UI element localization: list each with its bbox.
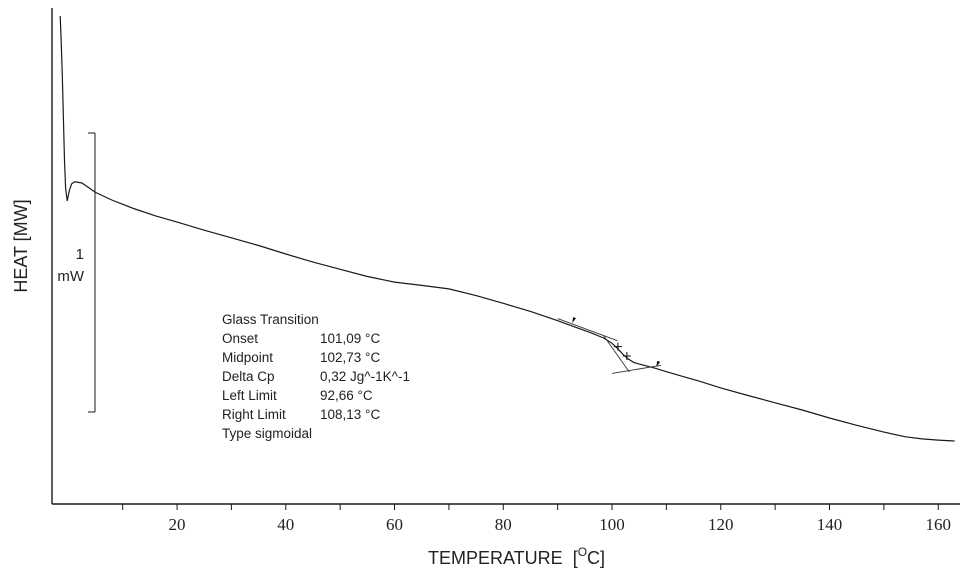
- x-ticks: [122, 504, 939, 510]
- x-axis-label: TEMPERATURE [OC]: [428, 545, 605, 568]
- annotation-row-label: Left Limit: [222, 388, 277, 403]
- annotation-row-label: Right Limit: [222, 407, 286, 422]
- x-tick-label: 160: [926, 515, 952, 534]
- midpoint-marker: [622, 352, 631, 360]
- annotation-box: Glass Transition Onset 101,09 °C Midpoin…: [222, 312, 410, 441]
- annotation-row-value: 101,09 °C: [320, 331, 380, 346]
- annotation-row-label: Onset: [222, 331, 258, 346]
- tangent-lines: [557, 318, 662, 374]
- scale-bar-unit: mW: [57, 268, 84, 285]
- annotation-row-value: 0,32 Jg^-1K^-1: [320, 369, 410, 384]
- x-tick-label: 40: [277, 515, 294, 534]
- annotation-row-value: 108,13 °C: [320, 407, 380, 422]
- x-tick-label: 80: [495, 515, 512, 534]
- x-tick-label: 20: [169, 515, 186, 534]
- x-tick-label: 60: [386, 515, 403, 534]
- x-tick-label: 120: [708, 515, 734, 534]
- scale-bar: 1 mW: [57, 132, 96, 413]
- annotation-title: Glass Transition: [222, 312, 319, 327]
- annotation-footer: Type sigmoidal: [222, 426, 312, 441]
- x-axis-label-open: [: [573, 548, 578, 568]
- tangent-line: [557, 318, 618, 342]
- onset-marker: [613, 342, 622, 351]
- right-limit-marker: [656, 360, 661, 367]
- x-tick-label: 100: [599, 515, 625, 534]
- series-line: [59, 15, 955, 442]
- plot-frame: [51, 8, 960, 505]
- tangent-line: [611, 364, 662, 374]
- x-axis-label-sup: O: [578, 545, 587, 559]
- x-axis-label-tail: C]: [587, 548, 605, 568]
- x-tick-label: 140: [817, 515, 843, 534]
- left-limit-marker: [572, 317, 577, 324]
- tangent-line: [603, 335, 630, 373]
- annotation-row-label: Midpoint: [222, 350, 273, 365]
- scale-bar-value: 1: [76, 246, 84, 263]
- x-axis-label-text: TEMPERATURE: [428, 548, 563, 568]
- annotation-row-value: 92,66 °C: [320, 388, 373, 403]
- annotation-row-value: 102,73 °C: [320, 350, 380, 365]
- y-axis-label: HEAT [MW]: [11, 199, 31, 292]
- x-tick-labels: 20 40 60 80 100 120 140 160: [169, 515, 951, 534]
- annotation-row-label: Delta Cp: [222, 369, 275, 384]
- analysis-markers: [572, 317, 661, 367]
